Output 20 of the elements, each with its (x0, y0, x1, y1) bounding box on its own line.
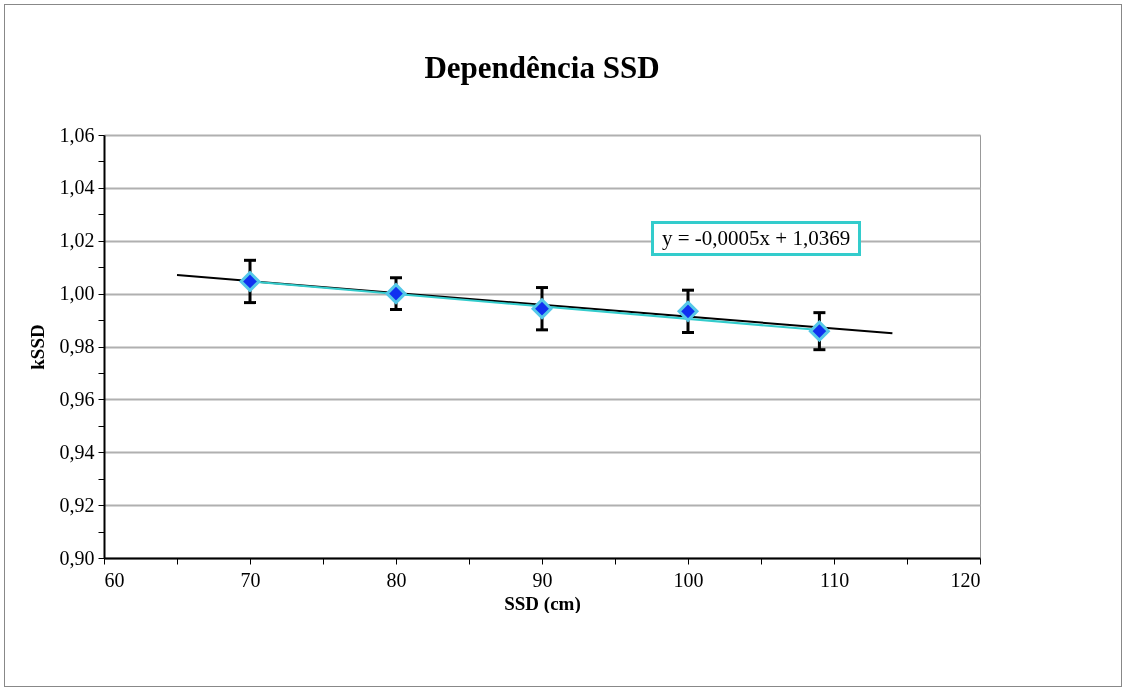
x-tick-label: 60 (104, 568, 125, 591)
y-tick-label: 0,92 (59, 493, 95, 516)
y-axis-title: kSSD (26, 324, 48, 370)
x-tick-label: 120 (950, 568, 981, 591)
x-tick-label: 90 (532, 568, 553, 591)
chart-title: Dependência SSD (424, 50, 660, 85)
y-tick-label: 1,00 (59, 282, 95, 305)
x-tick-label: 110 (819, 568, 850, 591)
x-tick-label: 100 (673, 568, 704, 591)
y-tick-label: 0,98 (59, 335, 95, 357)
x-axis-title: SSD (cm) (504, 592, 581, 615)
y-tick-label: 1,06 (59, 123, 95, 146)
x-tick-label: 70 (240, 568, 261, 591)
y-tick-label: 0,90 (59, 546, 95, 569)
y-tick-label: 0,94 (59, 440, 95, 463)
x-tick-label: 80 (386, 568, 407, 591)
y-tick-label: 0,96 (59, 387, 95, 410)
y-tick-label: 1,02 (59, 229, 95, 252)
y-tick-label: 1,04 (59, 176, 95, 199)
annotation: y = -0,0005x + 1,0369 (651, 221, 862, 256)
